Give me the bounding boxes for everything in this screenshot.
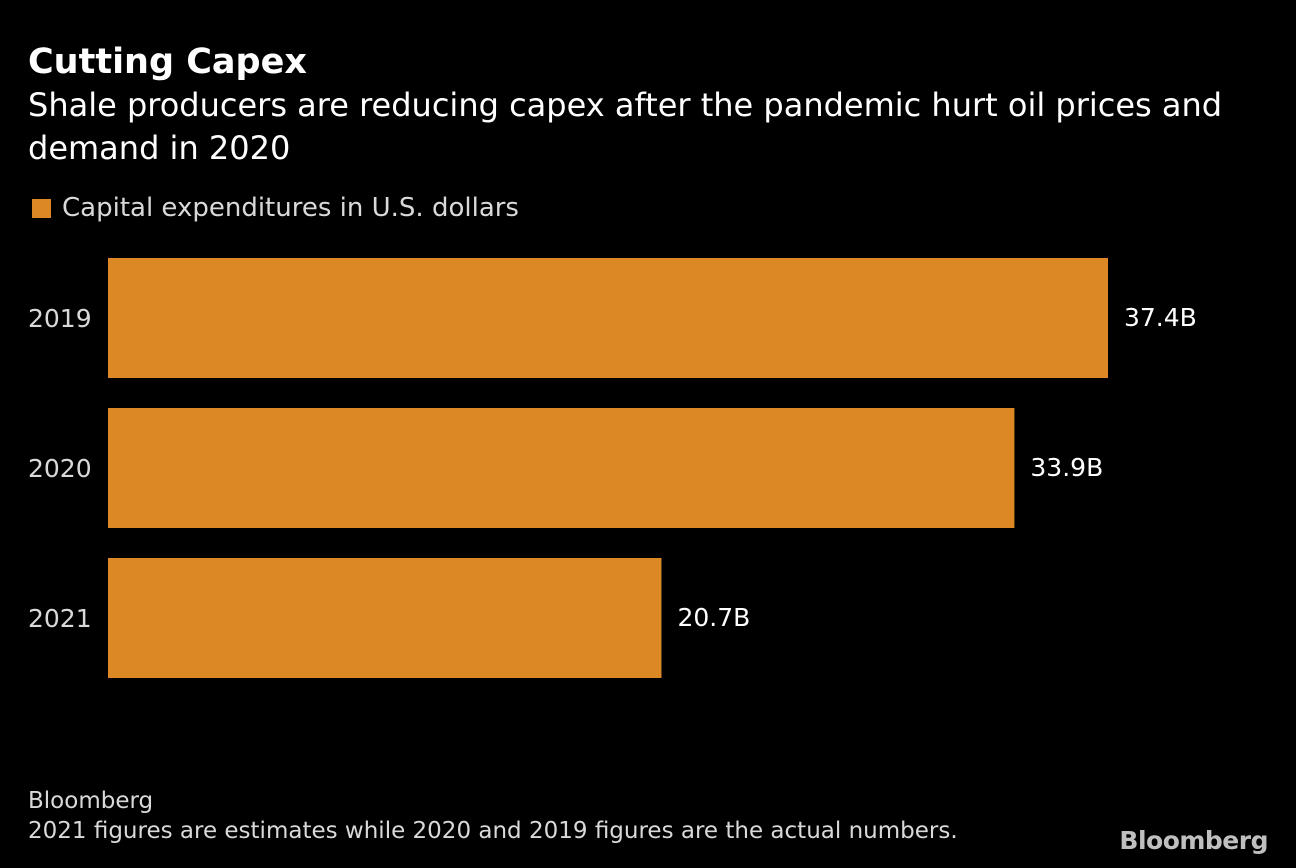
legend-label: Capital expenditures in U.S. dollars bbox=[62, 193, 519, 223]
chart-subtitle: Shale producers are reducing capex after… bbox=[28, 86, 1223, 167]
value-label-2020: 33.9B bbox=[1030, 453, 1103, 482]
chart-title: Cutting Capex bbox=[28, 42, 307, 82]
category-label-2020: 2020 bbox=[28, 454, 92, 483]
source-label: Bloomberg bbox=[28, 788, 154, 814]
category-label-2021: 2021 bbox=[28, 604, 92, 633]
bar-2020 bbox=[108, 408, 1015, 528]
bar-2021 bbox=[108, 558, 662, 678]
footnote: 2021 figures are estimates while 2020 an… bbox=[28, 818, 958, 844]
category-label-2019: 2019 bbox=[28, 304, 92, 333]
value-label-2019: 37.4B bbox=[1124, 303, 1197, 332]
legend-swatch bbox=[32, 198, 51, 218]
legend: Capital expenditures in U.S. dollars bbox=[32, 193, 519, 223]
bar-2019 bbox=[108, 258, 1108, 378]
value-label-2021: 20.7B bbox=[677, 603, 750, 632]
bloomberg-logo: Bloomberg bbox=[1119, 826, 1268, 855]
